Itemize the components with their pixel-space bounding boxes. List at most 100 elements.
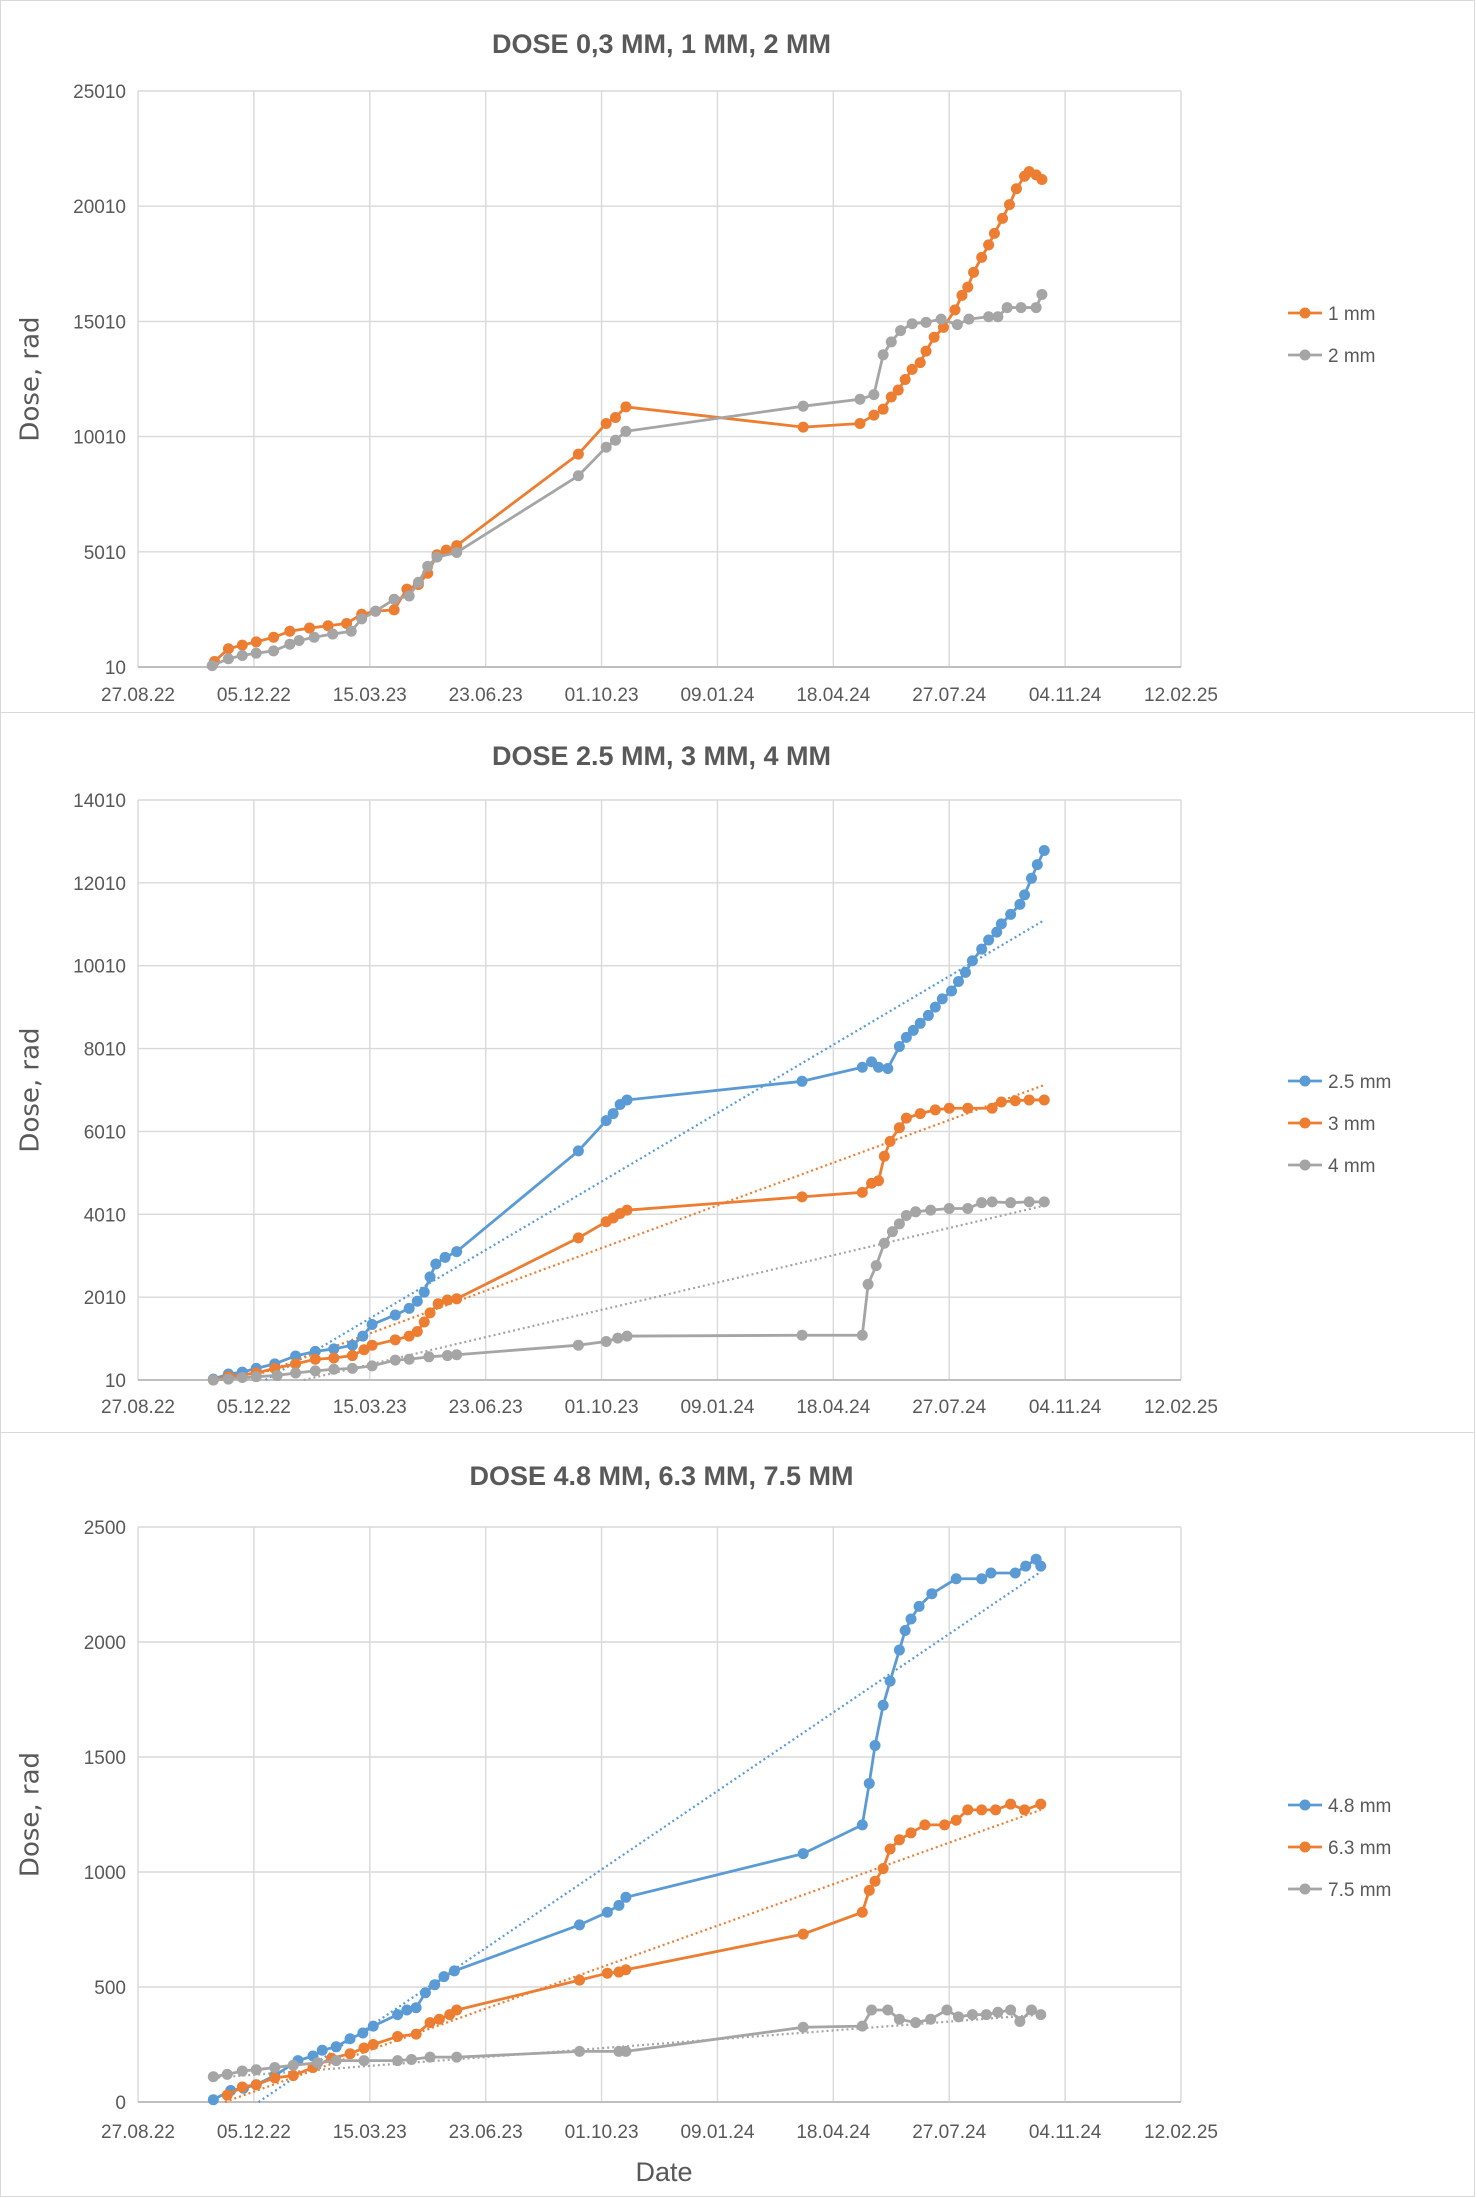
data-point [572,1339,584,1351]
data-point [287,2070,299,2082]
data-point [328,1343,340,1355]
data-point [412,576,424,588]
data-point [943,1202,955,1214]
data-point [899,1625,911,1636]
data-point [893,1041,905,1052]
data-point [424,1307,436,1319]
data-point [1001,302,1013,314]
data-point [411,1326,423,1338]
data-point [1035,1560,1047,1572]
data-point [886,1226,898,1238]
data-point [620,2045,632,2057]
data-point [268,631,280,643]
legend-marker [1299,1075,1311,1087]
data-point [976,1573,988,1585]
y-tick-label: 2500 [84,1518,126,1539]
data-point [995,1096,1007,1108]
data-point [410,2028,422,2040]
data-point [929,1001,941,1013]
data-point [207,2094,219,2106]
data-point [607,1108,619,1120]
data-point [389,1309,401,1321]
data-point [893,1834,905,1846]
data-point [877,1863,889,1875]
data-point [991,926,1003,938]
data-point [1023,1094,1035,1106]
chart-panel-dose-2-5-3-4mm: DOSE 2.5 MM, 3 MM, 4 MM 27.08.22 05.12.22 1… [0,712,1475,1433]
data-point [207,1374,219,1386]
data-point [920,345,932,357]
y-tick-label: 15010 [73,312,126,333]
y-tick-label: 25010 [73,82,126,103]
data-point [572,470,584,482]
data-point [1019,889,1031,901]
x-tick-label: 12.02.25 [1144,2122,1218,2143]
data-point [856,1329,868,1341]
data-point [290,1350,302,1362]
data-point [866,2004,878,2016]
data-point [431,551,443,563]
legend-marker [1299,1159,1311,1171]
data-point [905,1613,917,1625]
data-point [358,1344,370,1356]
x-tick-label: 27.08.22 [101,685,175,706]
data-point [345,625,357,637]
data-point [620,401,632,413]
data-point [250,1371,262,1383]
x-tick-label: 15.03.23 [333,685,407,706]
y-tick-label: 500 [94,1978,126,1999]
legend-item-4-mm: 4 mm [1288,1156,1376,1177]
data-point [441,1350,453,1362]
data-point [962,1202,974,1214]
data-point [290,1358,302,1370]
legend-marker [1299,1799,1311,1811]
data-point [620,1964,632,1976]
y-tick-label: 20010 [73,197,126,218]
data-point [877,349,889,361]
data-point [403,590,415,602]
data-point [943,1102,955,1114]
legend-marker [1299,1117,1311,1129]
y-tick-label: 0 [115,2093,126,2114]
data-point [405,2053,417,2065]
legend-item-3-mm: 3 mm [1288,1114,1376,1135]
series-3-mm [207,1094,1050,1386]
data-point [913,1600,925,1612]
data-point [346,1339,358,1351]
legend-label: 1 mm [1328,304,1376,325]
data-point [939,1819,951,1831]
data-point [962,1102,974,1114]
data-point [357,2027,369,2039]
data-point [862,1278,874,1290]
x-tick-label: 12.02.25 [1144,685,1218,706]
data-point [370,605,382,617]
data-point [344,2048,356,2060]
data-point [976,943,988,955]
data-point [868,409,880,421]
data-point [451,1349,463,1361]
data-point [388,604,400,616]
data-point [600,417,612,429]
data-point [963,313,975,325]
data-point [988,227,1000,239]
data-point [424,2017,436,2029]
data-point [959,966,971,978]
data-point [884,1675,896,1687]
x-tick-label: 27.07.24 [912,2122,986,2143]
data-point [966,2009,978,2021]
data-point [451,1246,463,1258]
data-point [222,643,234,655]
data-point [956,289,968,301]
data-point [293,635,305,647]
data-point [976,1804,988,1816]
data-point [572,1232,584,1244]
y-tick-label: 2000 [84,1633,126,1654]
x-tick-label: 09.01.24 [680,685,754,706]
data-point [344,2033,356,2045]
data-point [997,212,1009,224]
data-point [236,649,248,661]
data-point [935,313,947,325]
data-point [797,2021,809,2033]
data-point [308,631,320,643]
data-point [952,975,964,987]
